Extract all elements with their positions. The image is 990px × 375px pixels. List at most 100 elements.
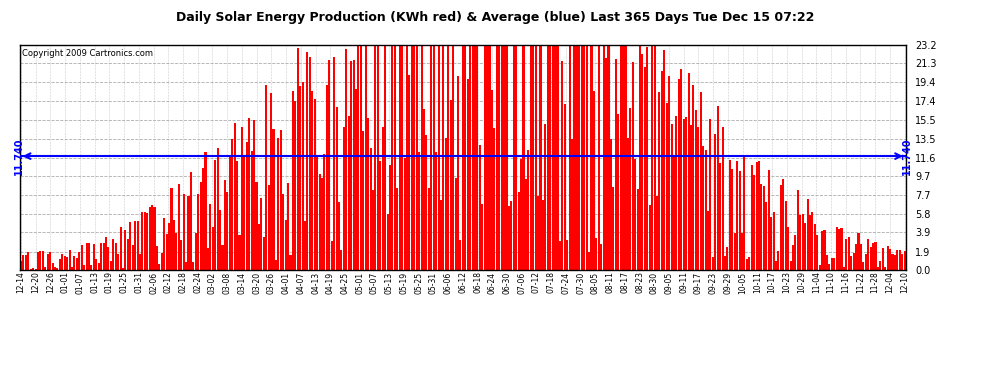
Bar — [782, 179, 784, 270]
Bar — [554, 45, 556, 270]
Bar — [297, 48, 299, 270]
Bar — [352, 60, 354, 270]
Bar — [620, 45, 622, 270]
Bar — [556, 45, 558, 270]
Bar — [134, 221, 137, 270]
Bar — [158, 264, 160, 270]
Bar — [758, 161, 760, 270]
Bar — [127, 239, 129, 270]
Bar — [382, 128, 384, 270]
Bar — [841, 228, 842, 270]
Bar — [160, 253, 162, 270]
Bar — [374, 45, 376, 270]
Bar — [452, 45, 454, 270]
Bar — [630, 108, 632, 270]
Bar — [411, 45, 413, 270]
Bar — [262, 237, 264, 270]
Bar — [219, 210, 221, 270]
Bar — [265, 85, 267, 270]
Bar — [45, 267, 47, 270]
Bar — [537, 196, 540, 270]
Bar — [770, 217, 772, 270]
Bar — [692, 86, 694, 270]
Bar — [47, 254, 49, 270]
Bar — [331, 241, 333, 270]
Bar — [845, 240, 847, 270]
Bar — [428, 188, 430, 270]
Bar — [222, 245, 224, 270]
Bar — [132, 245, 134, 270]
Bar — [88, 243, 90, 270]
Bar — [192, 262, 194, 270]
Bar — [431, 45, 433, 270]
Bar — [745, 259, 747, 270]
Bar — [891, 254, 894, 270]
Bar — [877, 267, 879, 270]
Bar — [260, 198, 262, 270]
Bar — [600, 244, 602, 270]
Bar — [479, 145, 481, 270]
Bar — [824, 230, 826, 270]
Bar — [329, 60, 331, 270]
Bar — [510, 201, 513, 270]
Bar — [612, 188, 615, 270]
Bar — [767, 170, 770, 270]
Bar — [608, 45, 610, 270]
Bar — [416, 45, 418, 270]
Bar — [568, 45, 570, 270]
Bar — [792, 245, 794, 270]
Bar — [95, 259, 97, 270]
Bar — [642, 54, 644, 270]
Bar — [819, 264, 821, 270]
Bar — [362, 131, 364, 270]
Bar — [37, 252, 39, 270]
Bar — [372, 190, 374, 270]
Bar — [83, 265, 85, 270]
Bar — [540, 45, 542, 270]
Bar — [656, 196, 658, 270]
Bar — [98, 263, 100, 270]
Bar — [314, 99, 316, 270]
Bar — [530, 45, 532, 270]
Bar — [280, 130, 282, 270]
Text: 11.740: 11.740 — [14, 137, 24, 175]
Bar — [445, 138, 446, 270]
Bar — [394, 45, 396, 270]
Bar — [50, 252, 51, 270]
Bar — [346, 48, 347, 270]
Bar — [889, 249, 891, 270]
Bar — [148, 207, 150, 270]
Bar — [449, 100, 451, 270]
Bar — [760, 184, 762, 270]
Bar — [454, 178, 456, 270]
Bar — [144, 212, 146, 270]
Bar — [563, 105, 566, 270]
Bar — [884, 267, 886, 270]
Bar — [777, 251, 779, 270]
Bar — [78, 252, 80, 270]
Bar — [513, 45, 515, 270]
Bar — [765, 202, 767, 270]
Bar — [107, 247, 110, 270]
Bar — [307, 52, 309, 270]
Bar — [501, 45, 503, 270]
Bar — [695, 110, 697, 270]
Bar — [717, 106, 719, 270]
Bar — [598, 45, 600, 270]
Bar — [299, 86, 301, 270]
Bar — [544, 124, 546, 270]
Bar — [697, 127, 699, 270]
Bar — [267, 185, 269, 270]
Bar — [714, 134, 717, 270]
Bar — [321, 178, 323, 270]
Bar — [727, 247, 729, 270]
Bar — [610, 139, 612, 270]
Bar — [787, 227, 789, 270]
Bar — [901, 254, 903, 270]
Bar — [309, 57, 311, 270]
Bar — [481, 204, 483, 270]
Bar — [112, 240, 114, 270]
Bar — [42, 251, 44, 270]
Bar — [498, 45, 500, 270]
Bar — [488, 45, 491, 270]
